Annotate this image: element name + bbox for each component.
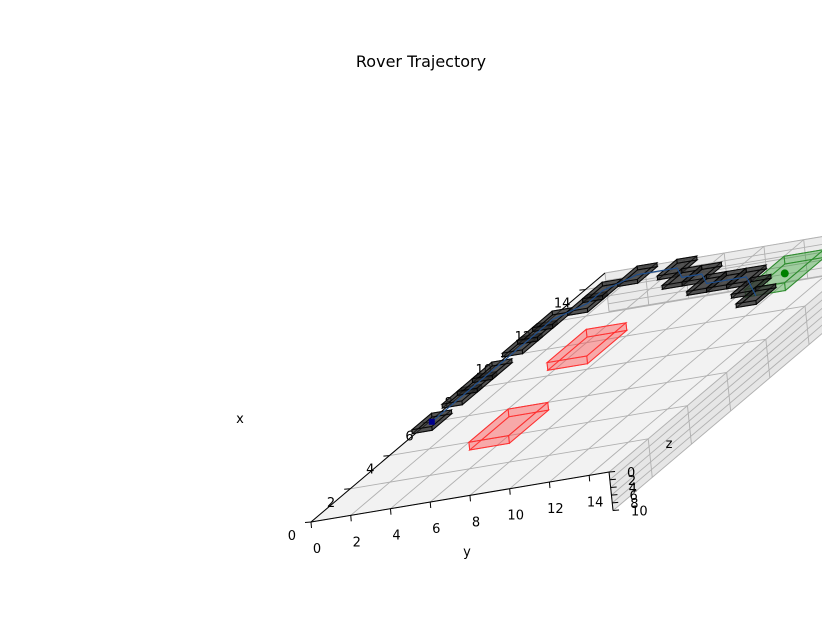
grid-line-x <box>687 405 692 445</box>
grid-line-y <box>350 265 646 516</box>
obstacle-box <box>467 401 551 451</box>
z-tick-label: 8 <box>630 497 638 512</box>
x-tick-label: 0 <box>288 529 296 544</box>
grid-line-y <box>588 277 822 476</box>
z-tick-label: 4 <box>629 481 637 496</box>
obstacle-box-face <box>507 401 550 418</box>
grid-line-x <box>467 338 766 390</box>
x-tick <box>383 455 390 457</box>
grid-line-y <box>429 252 725 503</box>
y-tick-label: 8 <box>472 515 480 530</box>
z-tick <box>613 509 620 512</box>
grid-line-x <box>804 306 810 345</box>
y-tick <box>588 475 591 482</box>
y-tick <box>469 495 471 502</box>
robot-box <box>734 282 778 309</box>
robot-box-face <box>636 262 658 271</box>
z-tick-label: 6 <box>629 489 637 504</box>
y-tick <box>548 481 551 489</box>
grid-line-z <box>612 332 822 511</box>
robot-box <box>580 277 625 304</box>
robot-box-face <box>735 299 757 309</box>
robot-box-face <box>750 273 772 283</box>
x-axis-label: x <box>236 412 244 427</box>
y-tick-label: 12 <box>547 502 564 517</box>
z-tick <box>612 501 619 504</box>
x-tick <box>344 488 351 490</box>
grid-line-x <box>726 372 732 411</box>
obstacle-box-face <box>546 355 589 371</box>
grid-line-x <box>546 276 822 324</box>
y-tick-label: 4 <box>392 529 400 544</box>
grid-line-z <box>606 251 822 289</box>
y-tick-label: 14 <box>587 495 604 510</box>
grid-line-x <box>428 372 727 423</box>
grid-line-x <box>647 438 653 478</box>
grid-line-x <box>389 405 688 457</box>
grid-line-x <box>350 438 649 490</box>
x-tick-label: 6 <box>405 429 413 444</box>
z-tick-label: 10 <box>631 505 648 520</box>
y-tick <box>350 515 352 522</box>
z-tick <box>609 478 616 481</box>
obstacle-box <box>545 321 629 372</box>
z-tick <box>611 494 618 496</box>
grid-line-z <box>609 299 822 481</box>
obstacle-box-face <box>468 435 510 451</box>
x-tick-label: 14 <box>554 297 571 312</box>
grid-line-z <box>608 291 822 473</box>
obstacle-box-face <box>585 322 628 338</box>
goal-marker <box>780 269 789 278</box>
plot-marks <box>410 249 822 451</box>
x-tick <box>579 289 586 291</box>
start-marker <box>428 418 435 425</box>
x-tick-label: 4 <box>366 463 374 478</box>
axes-ticks: 02468101214024681012140246810 <box>288 289 648 557</box>
y-tick <box>509 488 511 495</box>
z-axis-line <box>608 471 614 511</box>
y-tick-label: 10 <box>507 509 524 524</box>
grid-line-z <box>605 244 822 282</box>
y-tick <box>429 501 432 509</box>
grid-line-z <box>610 307 822 488</box>
x-tick <box>304 521 312 523</box>
y-axis-label: y <box>463 545 471 560</box>
z-tick <box>609 471 616 473</box>
robot-box-face <box>411 425 433 435</box>
z-tick <box>610 486 617 488</box>
robot-box-face <box>616 278 639 288</box>
trajectory-line <box>431 267 757 423</box>
grid-line-z <box>611 316 822 496</box>
robot-box-face <box>745 264 767 273</box>
y-tick <box>310 521 312 529</box>
y-tick-label: 2 <box>353 535 361 550</box>
robot-box-face <box>700 261 723 270</box>
grid-line-x <box>765 339 771 378</box>
z-axis-label: z <box>666 437 673 452</box>
robot-box-face <box>676 255 698 264</box>
z-tick-label: 0 <box>627 466 635 481</box>
y-tick <box>389 508 392 515</box>
x-tick-label: 2 <box>327 496 335 511</box>
y-tick-label: 6 <box>432 522 440 537</box>
grid-line-y <box>390 259 685 510</box>
z-tick-label: 2 <box>628 474 636 489</box>
goal-region-box-face <box>783 249 822 265</box>
robot-box-face <box>566 307 589 316</box>
robot-box-face <box>755 283 777 292</box>
grid-line-x <box>506 305 806 357</box>
y-axis-line <box>310 471 610 523</box>
grid-line-z <box>611 324 822 504</box>
y-tick-label: 0 <box>313 542 321 557</box>
robot-box <box>729 273 773 300</box>
chart-title: Rover Trajectory <box>356 52 486 71</box>
